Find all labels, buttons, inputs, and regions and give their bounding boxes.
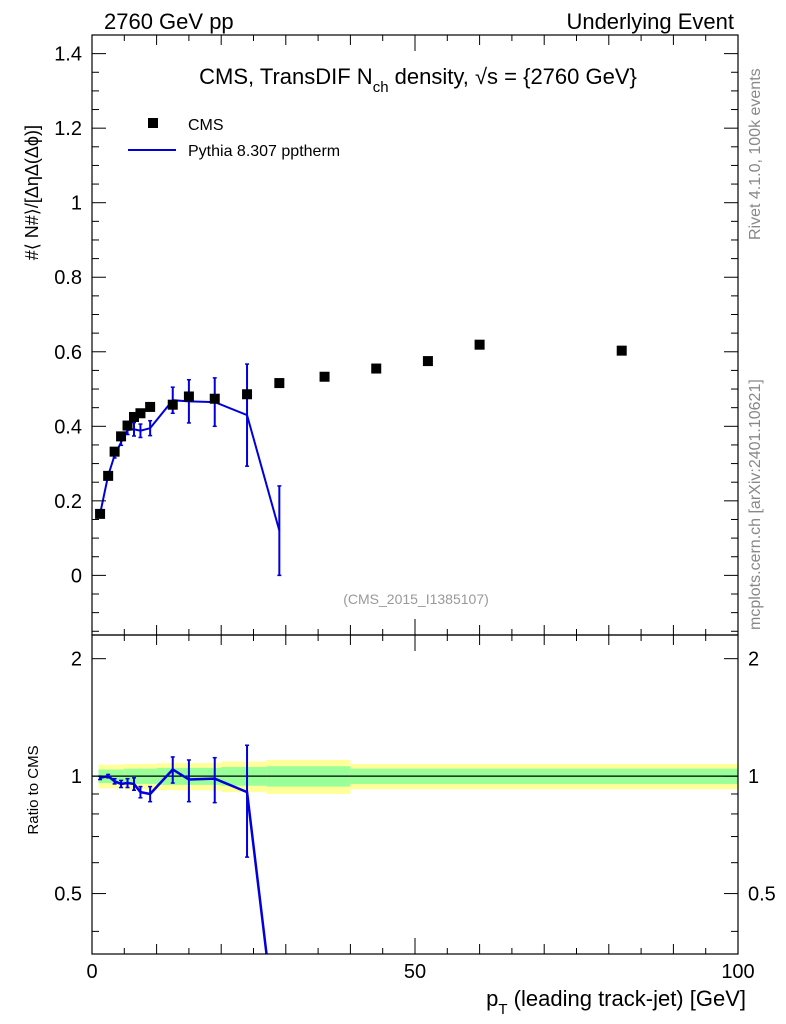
x-tick-label: 0	[86, 961, 97, 983]
ratio-y-tick-label-right: 2	[748, 649, 759, 671]
cms-data-point	[135, 408, 146, 419]
cms-data-point	[422, 356, 433, 367]
x-tick-label: 100	[721, 961, 754, 983]
ratio-panel: 0.5 0.5 1 1 2 2 0 50 100 Ratio to CMS pT (leadi…	[25, 634, 776, 1018]
y-tick-label: 0.2	[54, 491, 82, 513]
cms-data-point	[183, 391, 194, 402]
y-tick-label: 1.2	[54, 118, 82, 140]
cms-data-point	[274, 378, 285, 389]
ratio-y-tick-label: 1	[71, 766, 82, 788]
main-panel: 0 0.2 0.4 0.6 0.8 1 1.2 1.4 CMS, TransDIF Nch d…	[22, 34, 739, 636]
cms-data-point	[616, 345, 627, 356]
legend: CMS Pythia 8.307 pptherm	[128, 117, 340, 160]
legend-pythia-label: Pythia 8.307 pptherm	[188, 143, 340, 160]
cms-data-point	[116, 431, 127, 442]
cms-data-point	[474, 339, 485, 350]
rivet-label: Rivet 4.1.0, 100k events	[747, 68, 764, 240]
y-tick-label: 0	[71, 565, 82, 587]
header-right-title: Underlying Event	[566, 9, 734, 34]
analysis-watermark: (CMS_2015_I1385107)	[343, 591, 489, 607]
cms-data-point	[242, 389, 253, 400]
cms-data-point	[319, 371, 330, 382]
cms-data-point	[167, 399, 178, 410]
y-tick-label: 1	[71, 193, 82, 215]
y-tick-label: 0.4	[54, 416, 82, 438]
ratio-y-tick-label: 2	[71, 649, 82, 671]
cms-data-point	[145, 401, 156, 412]
cms-data-point	[103, 470, 114, 481]
y-tick-label: 0.8	[54, 267, 82, 289]
cms-data-point	[371, 363, 382, 374]
legend-cms-label: CMS	[188, 117, 224, 134]
cms-data-point	[95, 508, 106, 519]
mcplots-label: mcplots.cern.ch [arXiv:2401.10621]	[747, 379, 764, 630]
y-tick-label: 0.6	[54, 342, 82, 364]
main-y-axis-label: #⟨ N#⟩/[ΔηΔ(Δϕ)]	[22, 125, 42, 260]
header-left-title: 2760 GeV pp	[104, 9, 234, 34]
x-tick-label: 50	[404, 961, 426, 983]
cms-data-point	[122, 420, 133, 431]
ratio-y-tick-label-right: 0.5	[748, 884, 776, 906]
x-axis-label: pT (leading track-jet) [GeV]	[486, 986, 746, 1018]
cms-data-point	[128, 411, 139, 422]
ratio-y-tick-label: 0.5	[54, 884, 82, 906]
pythia-ratio-line	[99, 767, 268, 954]
cms-data-point	[109, 446, 120, 457]
y-tick-label: 1.4	[54, 44, 82, 66]
legend-cms-marker	[148, 118, 158, 128]
ratio-y-tick-label-right: 1	[748, 766, 759, 788]
ratio-y-axis-label: Ratio to CMS	[25, 745, 42, 834]
cms-data-point	[209, 393, 220, 404]
chart-title: CMS, TransDIF Nch density, √s = {2760 Ge…	[199, 64, 637, 96]
